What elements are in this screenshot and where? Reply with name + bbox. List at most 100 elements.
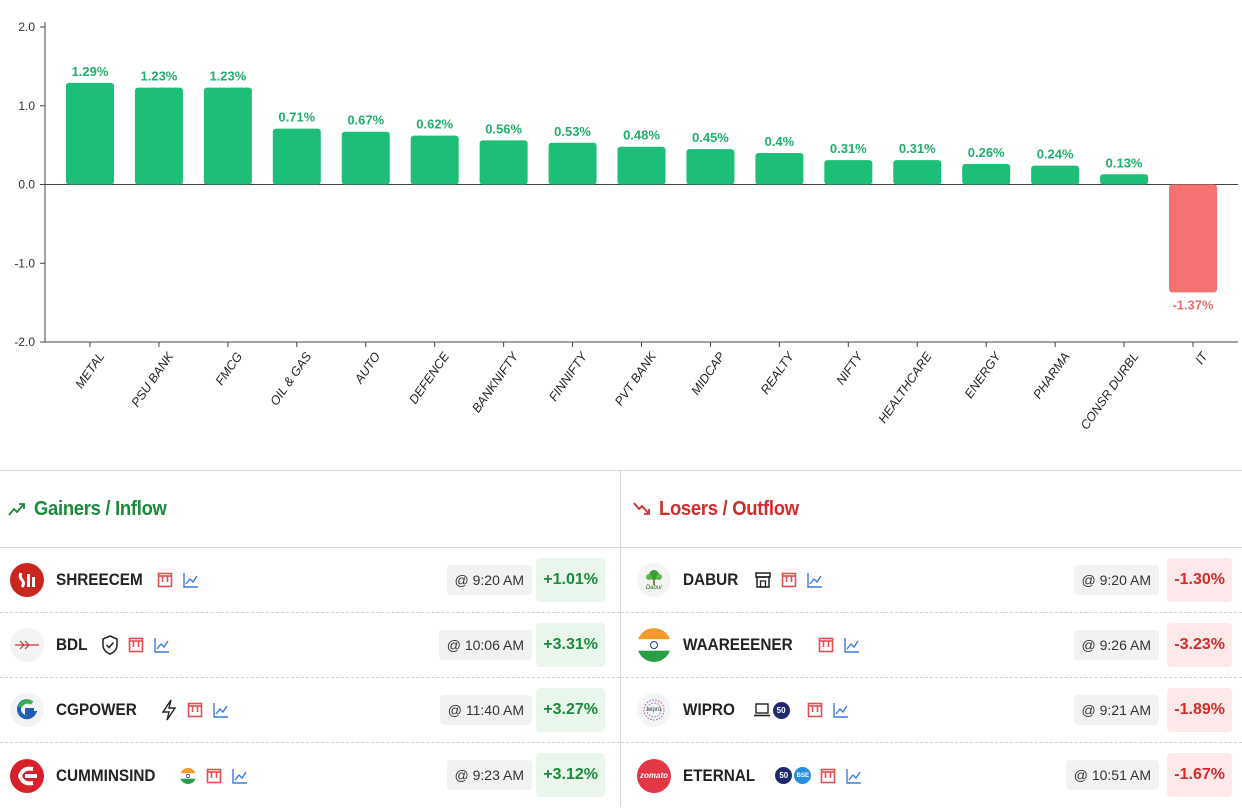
loser-row[interactable]: Dabur DABUR @ 9:20 AM -1.30% — [621, 548, 1242, 613]
change-badge: +3.31% — [536, 623, 605, 667]
option-chain-icon[interactable] — [780, 571, 798, 589]
change-badge: +3.27% — [536, 688, 605, 732]
signal-time: @ 9:20 AM — [446, 565, 532, 595]
chart-icon[interactable] — [182, 571, 200, 589]
change-badge: +1.01% — [536, 558, 605, 602]
y-tick-label: -1.0 — [14, 256, 35, 270]
option-chain-icon[interactable] — [817, 636, 835, 654]
signal-time: @ 10:51 AM — [1065, 760, 1159, 790]
india-flag-icon — [179, 767, 197, 785]
signal-time: @ 9:23 AM — [446, 760, 532, 790]
stock-symbol[interactable]: SHREECEM — [56, 570, 143, 589]
bar-value-label: 1.23% — [141, 69, 178, 84]
gainer-row[interactable]: CGPOWER @ 11:40 AM +3.27% — [0, 678, 620, 743]
y-tick-label: 2.0 — [18, 20, 35, 34]
gainer-row[interactable]: BDL @ 10:06 AM +3.31% — [0, 613, 620, 678]
y-tick-label: 0.0 — [18, 178, 35, 192]
bdl-logo — [10, 628, 44, 662]
trending-down-icon — [633, 500, 651, 518]
y-tick-label: -2.0 — [14, 335, 35, 349]
bar-value-label: 0.56% — [485, 121, 522, 136]
losers-header: Losers / Outflow — [621, 471, 1242, 548]
chart-icon[interactable] — [843, 636, 861, 654]
x-tick-label: PSU BANK — [129, 349, 177, 409]
stock-symbol[interactable]: WIPRO — [683, 700, 735, 719]
x-tick-label: OIL & GAS — [267, 349, 314, 408]
losers-panel: Losers / Outflow Dabur DABUR @ 9:20 AM -… — [621, 471, 1242, 807]
gainer-row[interactable]: CUMMINSIND @ 9:23 AM +3.12% — [0, 743, 620, 808]
chart-icon[interactable] — [832, 701, 850, 719]
option-chain-icon[interactable] — [819, 767, 837, 785]
bar-value-label: 0.67% — [347, 113, 384, 128]
bar-value-label: 0.48% — [623, 128, 660, 143]
option-chain-icon[interactable] — [205, 767, 223, 785]
signal-time: @ 10:06 AM — [438, 630, 532, 660]
x-tick-label: FMCG — [213, 349, 246, 387]
trending-up-icon — [8, 500, 26, 518]
shreecem-logo — [10, 563, 44, 597]
bar-value-label: 0.13% — [1106, 155, 1143, 170]
cumminsind-logo — [10, 758, 44, 793]
x-tick-label: REALTY — [758, 348, 798, 396]
option-chain-icon[interactable] — [806, 701, 824, 719]
zomato-logo: zomato — [637, 758, 671, 793]
nifty50-badge: 50 — [772, 701, 790, 719]
sector-performance-chart: 2.0 1.0 0.0 -1.0 -2.0 1.29% METAL 1.23% PSU BANK… — [14, 20, 1238, 433]
bar-healthcare — [893, 160, 942, 185]
loser-row[interactable]: WAAREEENER @ 9:26 AM -3.23% — [621, 613, 1242, 678]
x-tick-label: AUTO — [351, 349, 383, 386]
bar-realty — [755, 153, 804, 185]
laptop-icon[interactable] — [753, 701, 771, 719]
bar-oil-gas — [272, 128, 321, 185]
stock-symbol[interactable]: BDL — [56, 635, 88, 654]
bar-metal — [66, 82, 114, 185]
shield-check-icon[interactable] — [101, 635, 119, 655]
nifty50-badge: 50 — [775, 767, 793, 784]
bse-badge: BSE — [794, 767, 812, 784]
bar-value-label: 0.45% — [692, 130, 729, 145]
gainers-title: Gainers / Inflow — [34, 497, 167, 520]
chart-icon[interactable] — [231, 767, 249, 785]
chart-icon[interactable] — [153, 636, 171, 654]
gainers-header: Gainers / Inflow — [0, 471, 620, 548]
option-chain-icon[interactable] — [127, 636, 145, 654]
waareeener-logo — [637, 628, 671, 662]
gainer-row[interactable]: SHREECEM @ 9:20 AM +1.01% — [0, 548, 620, 613]
stock-symbol[interactable]: CGPOWER — [56, 700, 137, 719]
bar-value-label: -1.37% — [1172, 297, 1214, 312]
loser-row[interactable]: wipro WIPRO 50 @ 9:21 AM -1.89% — [621, 678, 1242, 743]
x-tick-label: NIFTY — [834, 348, 867, 387]
change-badge: -3.23% — [1167, 623, 1232, 667]
x-tick-label: HEALTHCARE — [876, 349, 936, 426]
chart-icon[interactable] — [212, 701, 230, 719]
store-icon[interactable] — [754, 571, 772, 589]
gainers-losers-panels: Gainers / Inflow SHREECEM @ 9:20 AM +1.0… — [0, 470, 1242, 807]
chart-icon[interactable] — [806, 571, 824, 589]
x-tick-label: CONSR DURBL — [1078, 350, 1142, 433]
cgpower-logo — [10, 693, 44, 727]
bar-pharma — [1031, 165, 1080, 185]
stock-symbol[interactable]: DABUR — [683, 570, 739, 589]
bar-value-label: 0.71% — [278, 110, 315, 125]
signal-time: @ 11:40 AM — [439, 695, 532, 725]
chart-icon[interactable] — [845, 767, 863, 785]
stock-symbol[interactable]: WAAREEENER — [683, 635, 793, 654]
losers-title: Losers / Outflow — [659, 497, 799, 520]
bar-value-label: 0.24% — [1037, 147, 1074, 162]
x-tick-label: MIDCAP — [689, 349, 729, 397]
lightning-icon[interactable] — [160, 699, 178, 721]
stock-symbol[interactable]: CUMMINSIND — [56, 765, 156, 785]
option-chain-icon[interactable] — [186, 701, 204, 719]
stock-symbol[interactable]: ETERNAL — [683, 765, 756, 785]
signal-time: @ 9:26 AM — [1073, 630, 1159, 660]
wipro-logo-text: wipro — [646, 707, 662, 713]
bar-pvt-bank — [617, 146, 666, 185]
dabur-logo-text: Dabur — [645, 584, 663, 591]
loser-row[interactable]: zomato ETERNAL 50 BSE @ 10:51 AM -1.67% — [621, 743, 1242, 808]
signal-time: @ 9:20 AM — [1073, 565, 1159, 595]
bar-value-label: 0.53% — [554, 124, 591, 139]
bar-psu-bank — [134, 87, 183, 185]
x-tick-label: ENERGY — [962, 348, 1005, 401]
option-chain-icon[interactable] — [156, 571, 174, 589]
bar-finnifty — [548, 142, 597, 185]
